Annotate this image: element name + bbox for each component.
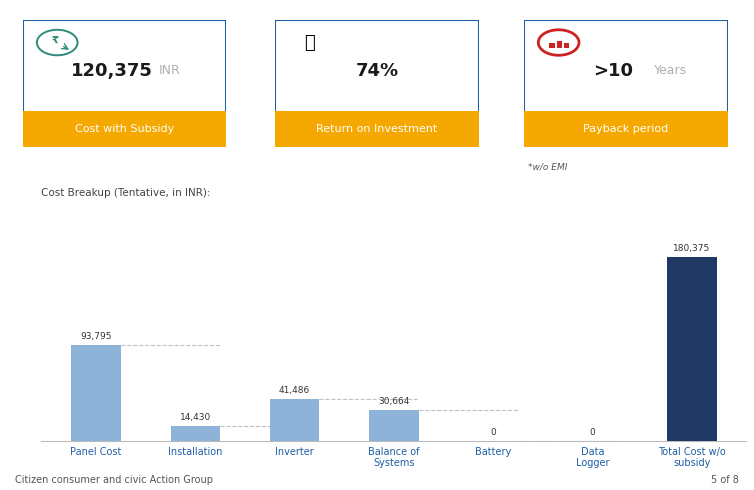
Text: 0: 0 [590,428,596,437]
Bar [270,399,320,441]
Bar [369,410,418,441]
FancyBboxPatch shape [550,43,554,48]
Text: Return on Investment: Return on Investment [317,124,437,134]
FancyBboxPatch shape [556,41,562,48]
Text: 93,795: 93,795 [81,332,112,341]
FancyBboxPatch shape [23,20,226,147]
Bar [170,426,220,441]
Text: Years: Years [654,64,687,77]
Bar [72,345,121,441]
FancyBboxPatch shape [23,111,226,147]
FancyBboxPatch shape [275,111,479,147]
Text: Payback period: Payback period [583,124,669,134]
FancyBboxPatch shape [524,111,728,147]
Text: ₹: ₹ [51,36,59,46]
Text: 5 of 8: 5 of 8 [711,475,739,485]
Text: 120,375: 120,375 [72,62,153,79]
Bar [667,257,716,441]
Text: 180,375: 180,375 [673,244,710,253]
Text: >10: >10 [593,62,633,79]
Text: 41,486: 41,486 [279,386,311,394]
FancyBboxPatch shape [564,43,569,48]
Text: INR: INR [158,64,180,77]
Text: 14,430: 14,430 [179,413,211,422]
Text: Cost with Subsidy: Cost with Subsidy [75,124,174,134]
Text: 🌱: 🌱 [305,33,315,51]
Text: Cost Breakup (Tentative, in INR):: Cost Breakup (Tentative, in INR): [41,188,211,198]
FancyBboxPatch shape [275,20,479,147]
Text: Citizen consumer and civic Action Group: Citizen consumer and civic Action Group [15,475,213,485]
Text: 74%: 74% [355,62,399,79]
Text: 0: 0 [490,428,496,437]
FancyBboxPatch shape [524,20,728,147]
Text: *w/o EMI: *w/o EMI [528,162,567,171]
Text: 30,664: 30,664 [379,396,409,406]
